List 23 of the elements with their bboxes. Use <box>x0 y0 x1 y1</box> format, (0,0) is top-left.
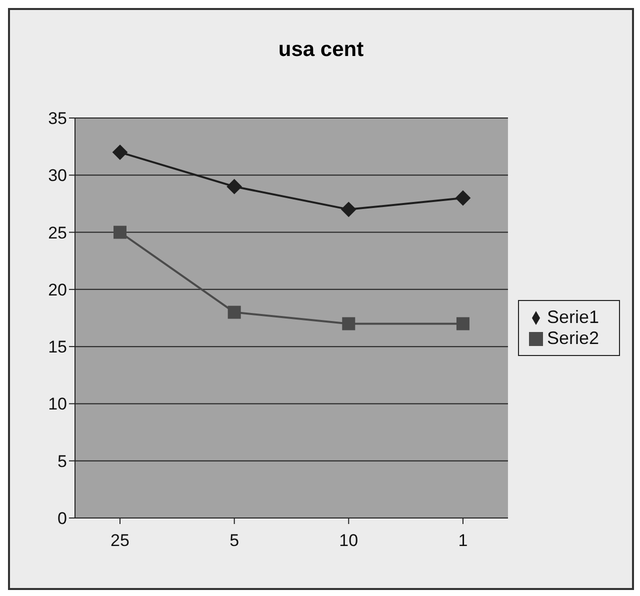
y-tick-label: 5 <box>58 452 67 471</box>
x-tick-label: 1 <box>458 531 468 550</box>
y-tick-label: 10 <box>48 394 67 414</box>
y-tick-label: 25 <box>48 223 67 242</box>
x-tick-label: 10 <box>339 531 358 550</box>
point <box>455 190 470 206</box>
y-tick-label: 15 <box>48 338 67 357</box>
point <box>114 226 126 239</box>
y-tick-label: 0 <box>58 509 67 528</box>
point <box>226 179 242 194</box>
point <box>342 317 356 330</box>
y-tick-label: 35 <box>48 109 67 128</box>
chart-title: usa cent <box>277 37 365 63</box>
x-tick-label: 25 <box>110 531 130 550</box>
point <box>456 317 470 330</box>
legend-label: Serie1 <box>546 307 599 327</box>
point <box>341 202 356 217</box>
x-tick-label: 5 <box>230 531 240 550</box>
point <box>228 306 241 319</box>
point <box>112 144 128 160</box>
y-tick-label: 30 <box>48 166 67 186</box>
y-tick-label: 20 <box>48 280 67 300</box>
legend-label: Serie2 <box>546 328 599 348</box>
